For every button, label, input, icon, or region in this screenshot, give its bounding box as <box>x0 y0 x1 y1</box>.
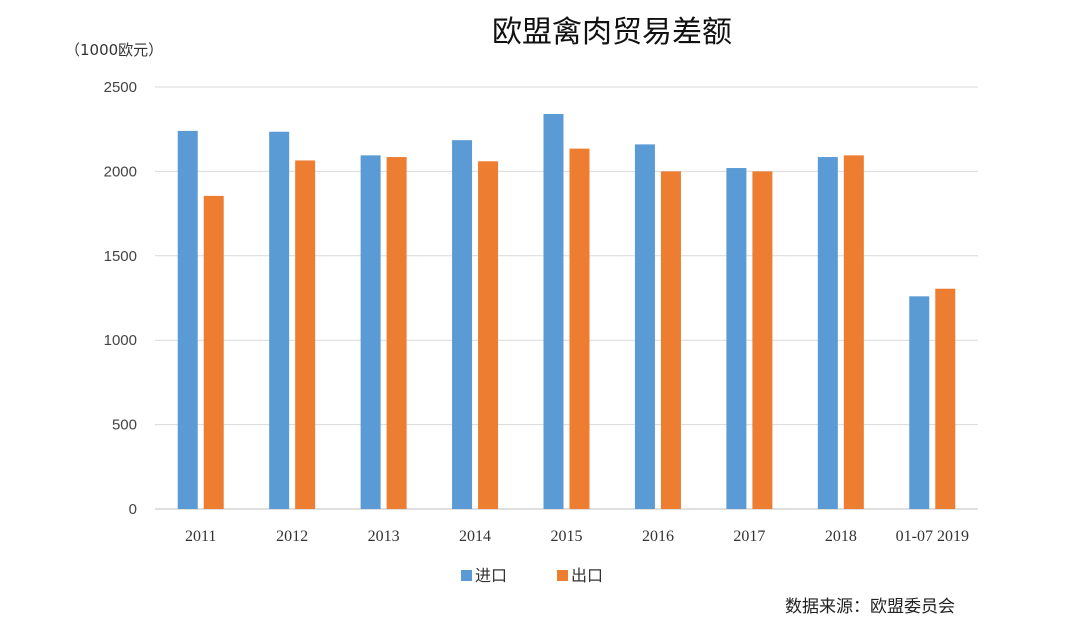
legend-label-export: 出口 <box>571 566 603 585</box>
y-tick-label: 1500 <box>104 248 137 265</box>
x-tick-label: 2013 <box>368 528 400 545</box>
bar-import-7 <box>817 157 838 509</box>
x-axis-ticks: 2011 2012 2013 2014 2015 2016 2017 2018 01-07 20… <box>185 528 969 545</box>
x-tick-label: 2017 <box>733 528 765 545</box>
bar-export-5 <box>660 171 681 509</box>
bar-import-2 <box>360 155 381 509</box>
x-tick-label: 2016 <box>642 528 674 545</box>
bar-export-0 <box>203 195 224 509</box>
y-axis-unit-label: （1000欧元） <box>65 41 163 59</box>
bars <box>177 114 956 510</box>
y-tick-label: 0 <box>129 501 137 518</box>
bar-export-4 <box>569 148 590 509</box>
legend-label-import: 进口 <box>475 566 507 585</box>
bar-import-1 <box>269 131 290 509</box>
bar-export-7 <box>843 155 864 509</box>
y-axis-ticks: 0 500 1000 1500 2000 2500 <box>104 79 137 518</box>
y-tick-label: 2000 <box>104 163 137 180</box>
bar-export-3 <box>478 161 499 509</box>
legend-swatch-import <box>461 570 472 581</box>
bar-import-0 <box>177 130 198 509</box>
gridlines <box>155 86 978 510</box>
x-tick-label: 01-07 2019 <box>896 528 969 545</box>
bar-export-8 <box>935 288 956 509</box>
x-tick-label: 2015 <box>551 528 583 545</box>
source-note: 数据来源：欧盟委员会 <box>785 597 955 617</box>
x-tick-label: 2014 <box>459 528 491 545</box>
x-tick-label: 2011 <box>185 528 216 545</box>
bar-export-1 <box>295 160 316 510</box>
legend-swatch-export <box>557 570 568 581</box>
chart-title: 欧盟禽肉贸易差额 <box>492 15 732 50</box>
x-tick-label: 2018 <box>825 528 857 545</box>
bar-export-6 <box>752 171 773 509</box>
bar-import-8 <box>909 296 930 509</box>
bar-export-2 <box>386 157 407 509</box>
y-tick-label: 2500 <box>104 79 137 96</box>
bar-import-6 <box>726 168 747 510</box>
legend: 进口 出口 <box>461 566 603 585</box>
bar-import-3 <box>452 140 473 509</box>
y-tick-label: 1000 <box>104 332 137 349</box>
y-tick-label: 500 <box>112 417 137 434</box>
bar-import-4 <box>543 114 564 510</box>
bar-import-5 <box>634 144 655 509</box>
x-tick-label: 2012 <box>276 528 308 545</box>
